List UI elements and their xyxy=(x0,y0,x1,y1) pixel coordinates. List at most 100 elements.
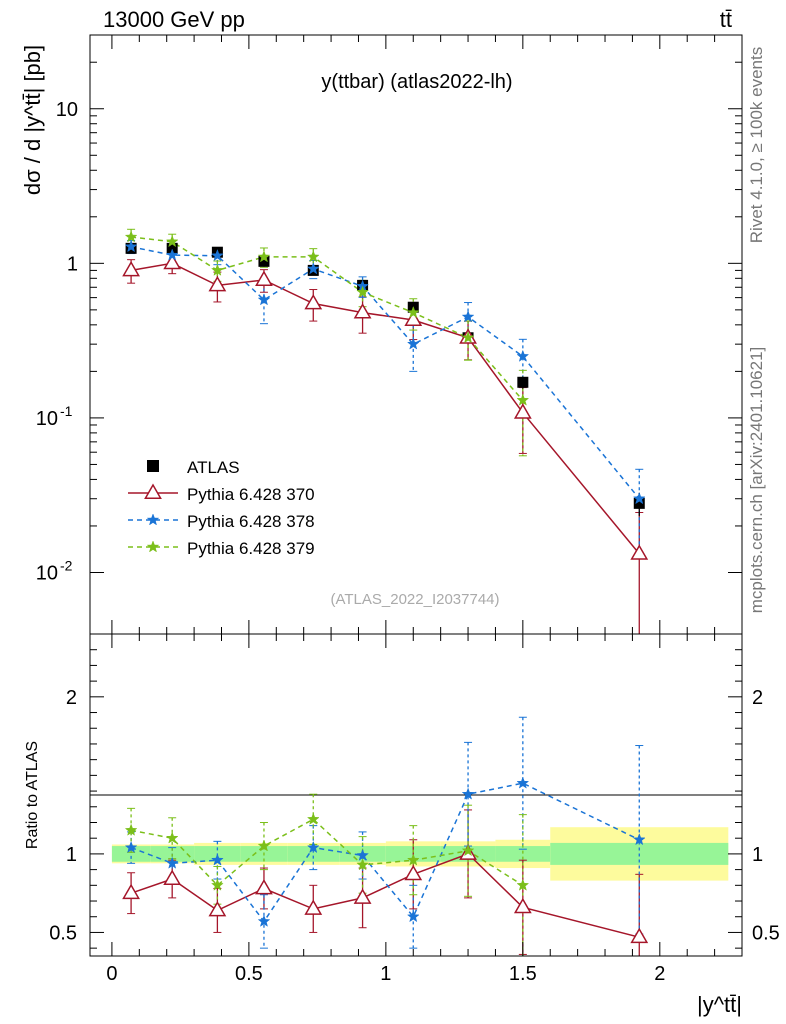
ratio-point-1 xyxy=(122,883,140,900)
series-point-1 xyxy=(353,303,372,319)
ratio-point-2 xyxy=(306,840,320,854)
ratio-band-inner xyxy=(495,846,551,862)
ratio-point-3 xyxy=(306,812,320,825)
ratio-line-3 xyxy=(130,818,524,887)
ratio-point-1 xyxy=(163,869,182,885)
y-tick-label: 1 xyxy=(67,253,78,275)
legend-marker-data xyxy=(147,460,159,472)
series-point-1 xyxy=(630,544,649,560)
legend-marker-3 xyxy=(146,540,160,553)
data-point xyxy=(258,255,270,267)
series-point-1 xyxy=(208,275,227,292)
series-point-3 xyxy=(356,285,369,298)
rivet-label: Rivet 4.1.0, ≥ 100k events xyxy=(747,47,766,243)
series-point-3 xyxy=(165,234,179,248)
series-point-2 xyxy=(406,337,420,350)
series-line-3 xyxy=(131,236,524,401)
series-line-1 xyxy=(130,262,640,555)
ratio-point-2 xyxy=(632,833,646,846)
data-point xyxy=(633,497,645,509)
ratio-point-2 xyxy=(165,856,179,869)
ratio-point-3 xyxy=(211,878,224,891)
data-point xyxy=(166,242,178,254)
source-label: mcplots.cern.ch [arXiv:2401.10621] xyxy=(747,347,766,613)
ratio-y-tick-label: 1 xyxy=(66,844,77,866)
header-process: tt̄ xyxy=(720,7,732,32)
ratio-panel: 0 0.5 1 1.5 2 0.5 0.5 1 1 2 2 Ratio to ATLAS |y^tt… xyxy=(24,633,780,1017)
ratio-point-1 xyxy=(630,927,649,944)
x-tick-label: 0.5 xyxy=(235,963,263,985)
series-point-2 xyxy=(461,310,475,323)
y-tick-label: 10 xyxy=(36,562,58,584)
analysis-watermark: (ATLAS_2022_I2037744) xyxy=(330,591,499,608)
series-point-2 xyxy=(211,248,224,262)
series-point-3 xyxy=(211,263,224,276)
legend: ATLAS Pythia 6.428 370 Pythia 6.428 378 Pyt… xyxy=(128,458,315,558)
ratio-marks xyxy=(122,716,649,957)
series-point-1 xyxy=(513,403,532,419)
ratio-point-3 xyxy=(406,853,420,866)
ratio-line-1 xyxy=(130,853,640,938)
ratio-point-1 xyxy=(353,888,372,904)
ratio-point-1 xyxy=(208,900,227,917)
y-tick-label: 10 xyxy=(36,408,58,430)
series-point-2 xyxy=(306,262,320,275)
x-tick-label: 1.5 xyxy=(509,963,537,985)
ratio-y-axis-label: Ratio to ATLAS xyxy=(24,741,41,849)
series-point-3 xyxy=(124,230,138,243)
series-point-1 xyxy=(122,260,140,277)
series-point-1 xyxy=(404,310,423,326)
legend-label-3: Pythia 6.428 379 xyxy=(187,539,315,558)
ratio-ticks: 0 0.5 1 1.5 2 0.5 0.5 1 1 2 2 xyxy=(49,634,780,985)
main-panel: y(ttbar) (atlas2022-lh) (ATLAS_2022_I203… xyxy=(20,34,743,635)
ratio-y-tick-label: 0.5 xyxy=(49,922,77,944)
y-axis-label: dσ / d |y^tt̄| [pb] xyxy=(20,45,45,195)
ratio-point-1 xyxy=(255,878,273,895)
ratio-point-2 xyxy=(406,909,420,923)
data-point xyxy=(517,376,529,388)
legend-label-1: Pythia 6.428 370 xyxy=(187,485,315,504)
legend-label-2: Pythia 6.428 378 xyxy=(187,512,315,531)
ratio-point-2 xyxy=(356,848,369,861)
ratio-y-tick-label-right: 0.5 xyxy=(752,922,780,944)
series-point-2 xyxy=(257,293,271,306)
ratio-point-3 xyxy=(356,858,369,871)
ratio-point-2 xyxy=(461,787,475,800)
ratio-point-1 xyxy=(404,864,423,881)
legend-label-data: ATLAS xyxy=(187,458,240,477)
header-energy: 13000 GeV pp xyxy=(103,7,245,32)
legend-marker-1 xyxy=(144,483,162,499)
ratio-point-2 xyxy=(211,853,224,866)
ratio-point-3 xyxy=(516,878,530,891)
ratio-point-2 xyxy=(516,776,530,789)
series-point-2 xyxy=(124,240,138,253)
series-point-2 xyxy=(165,248,179,261)
ratio-point-3 xyxy=(124,823,138,836)
series-point-1 xyxy=(255,270,273,286)
series-point-3 xyxy=(516,393,530,406)
x-axis-label: |y^tt̄| xyxy=(697,992,742,1017)
y-tick-label-exponent: -1 xyxy=(60,403,73,419)
series-point-3 xyxy=(406,305,420,319)
x-tick-label: 0 xyxy=(106,963,117,985)
series-point-3 xyxy=(257,250,271,263)
ratio-frame xyxy=(89,633,743,957)
ratio-point-1 xyxy=(513,897,532,914)
ratio-point-2 xyxy=(257,914,271,927)
ratio-y-tick-label-right: 1 xyxy=(752,844,763,866)
ratio-y-tick-label-right: 2 xyxy=(752,687,763,709)
ratio-bands xyxy=(111,827,729,881)
ratio-point-2 xyxy=(124,840,138,854)
ratio-y-tick-label: 2 xyxy=(66,687,77,709)
ratio-point-1 xyxy=(304,899,323,915)
plot-title: y(ttbar) (atlas2022-lh) xyxy=(321,71,512,93)
series-point-1 xyxy=(163,253,182,270)
ratio-point-3 xyxy=(257,839,271,852)
x-tick-label: 1 xyxy=(380,963,391,985)
series-point-1 xyxy=(304,293,323,310)
x-tick-label: 2 xyxy=(654,963,665,985)
y-tick-label: 10 xyxy=(56,99,78,121)
ratio-point-3 xyxy=(461,844,475,857)
